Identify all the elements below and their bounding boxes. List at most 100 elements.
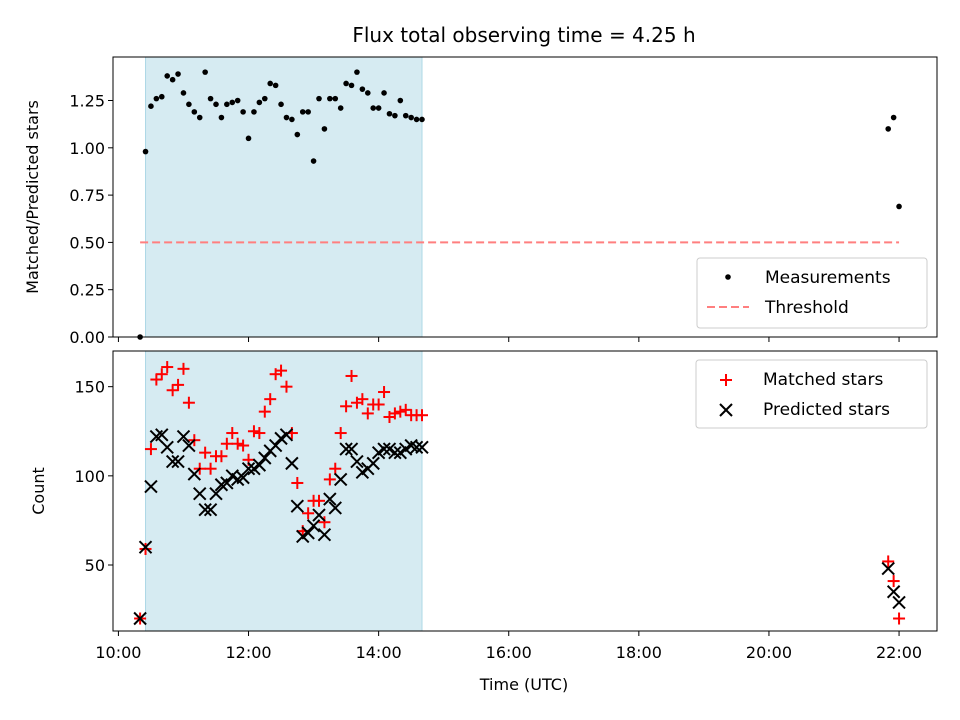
- bottom-panel: 50 100 150 10:00 12:00 14:00 16:00 18:00 20:00 2…: [29, 350, 938, 694]
- legend-predicted-label: Predicted stars: [763, 400, 890, 420]
- measurement-point: [148, 103, 154, 109]
- matched-star-point: [264, 393, 277, 406]
- predicted-star-point: [328, 501, 342, 515]
- predicted-star-point: [312, 508, 326, 522]
- matched-star-point: [215, 450, 228, 463]
- bottom-legend: Matched stars Predicted stars: [695, 359, 928, 429]
- measurement-point: [375, 105, 382, 111]
- top-marks: [137, 69, 902, 340]
- predicted-star-point: [306, 519, 321, 533]
- predicted-star-point: [236, 470, 250, 485]
- measurement-point: [299, 109, 306, 115]
- predicted-star-point: [881, 561, 895, 576]
- measurement-point: [348, 82, 355, 89]
- x-tick-label-2: 14:00: [356, 643, 402, 662]
- matched-star-point: [334, 427, 347, 440]
- matched-star-point: [139, 542, 152, 555]
- predicted-star-point: [209, 486, 223, 501]
- measurement-point: [419, 116, 425, 123]
- bottom-y-axis-label: Count: [29, 467, 48, 515]
- predicted-star-point: [409, 440, 424, 455]
- matched-star-point: [329, 462, 342, 475]
- measurement-point: [229, 99, 236, 106]
- predicted-star-point: [323, 492, 337, 506]
- matched-star-point: [416, 409, 428, 422]
- matched-star-point: [144, 443, 157, 456]
- top-y-tick-label-5: 1.25: [69, 92, 105, 111]
- predicted-star-point: [187, 467, 202, 481]
- matched-star-point: [340, 400, 353, 413]
- top-y-ticks: 0.00 0.25 0.50 0.75 1.00 1.25: [69, 92, 113, 347]
- matched-star-point: [302, 507, 315, 520]
- measurement-point: [283, 114, 290, 121]
- measurement-point: [310, 158, 317, 164]
- measurement-point: [207, 95, 214, 102]
- matched-star-point: [361, 407, 374, 420]
- matched-star-point: [356, 393, 369, 406]
- matched-star-point: [394, 405, 407, 418]
- matched-star-point: [247, 425, 260, 438]
- measurement-point: [413, 116, 420, 123]
- predicted-star-point: [279, 428, 294, 442]
- measurement-point: [256, 99, 263, 106]
- predicted-star-point: [886, 585, 901, 599]
- matched-star-point: [226, 427, 239, 440]
- measurement-point: [180, 90, 187, 96]
- matched-star-point: [887, 575, 900, 588]
- measurement-point: [202, 69, 208, 75]
- predicted-star-point: [193, 486, 207, 501]
- measurement-point: [332, 95, 339, 102]
- chart-title: Flux total observing time = 4.25 h: [352, 23, 695, 47]
- x-tick-label-0: 10:00: [95, 643, 141, 662]
- top-y-tick-label-0: 0.00: [69, 328, 105, 347]
- measurement-point: [158, 93, 165, 100]
- matched-star-point: [378, 386, 391, 399]
- bottom-x-ticks: 10:00 12:00 14:00 16:00 18:00 20:00 22:00: [95, 631, 922, 662]
- measurement-point: [240, 109, 246, 115]
- predicted-star-point: [317, 527, 332, 542]
- measurement-point: [191, 109, 198, 115]
- measurement-point: [267, 80, 274, 87]
- predicted-star-point: [160, 440, 174, 455]
- matched-star-point: [275, 364, 288, 377]
- top-shaded-span: [145, 56, 423, 338]
- matched-star-point: [388, 407, 401, 420]
- bottom-y-tick-label-2: 150: [74, 378, 105, 397]
- measurement-point: [392, 112, 398, 119]
- measurement-point: [224, 101, 230, 108]
- measurement-point: [402, 112, 409, 119]
- measurement-point: [354, 69, 360, 75]
- predicted-star-point: [220, 476, 234, 490]
- matched-star-point: [253, 427, 266, 440]
- bottom-legend-box: [695, 359, 928, 429]
- matched-star-point: [291, 476, 304, 489]
- measurement-point: [337, 105, 344, 111]
- predicted-star-point: [203, 503, 218, 517]
- matched-star-point: [258, 405, 271, 418]
- bottom-y-ticks: 50 100 150: [74, 378, 113, 575]
- measurement-point: [186, 101, 192, 108]
- measurement-point: [294, 131, 301, 138]
- bottom-shaded-span: [145, 350, 423, 632]
- measurement-point: [245, 135, 252, 142]
- measurement-point: [364, 90, 371, 96]
- measurement-point: [278, 101, 284, 108]
- predicted-star-point: [350, 454, 364, 469]
- matched-star-point: [318, 516, 331, 529]
- predicted-star-point: [388, 445, 402, 460]
- top-axes-frame: [112, 56, 938, 338]
- measurement-point: [175, 71, 181, 77]
- matched-star-point: [161, 361, 174, 374]
- top-panel: 0.00 0.25 0.50 0.75 1.00 1.25 Matched/Predict…: [23, 56, 938, 347]
- x-tick-label-5: 20:00: [746, 643, 792, 662]
- top-y-tick-label-4: 1.00: [69, 139, 105, 158]
- measurement-point: [408, 114, 414, 121]
- top-y-tick-label-2: 0.50: [69, 233, 105, 252]
- matched-star-point: [220, 437, 233, 450]
- predicted-star-point: [165, 454, 180, 469]
- measurement-point: [218, 114, 225, 121]
- measurement-point: [386, 110, 393, 117]
- top-y-tick-label-3: 0.75: [69, 186, 105, 205]
- predicted-star-point: [339, 442, 353, 456]
- predicted-star-point: [301, 526, 315, 540]
